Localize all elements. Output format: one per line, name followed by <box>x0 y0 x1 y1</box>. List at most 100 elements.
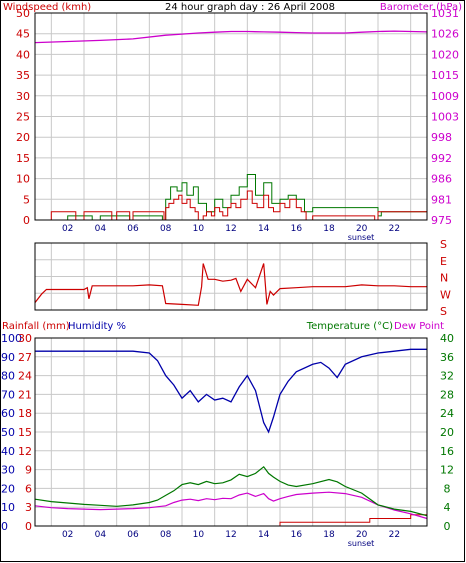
top-time-axis: 02 04 06 08 10 12 14 16 18 20 22 <box>62 224 400 234</box>
bottom-time-tick: 02 <box>62 530 73 540</box>
top-time-tick: 18 <box>323 224 335 234</box>
rainfall-tick: 18 <box>18 407 32 420</box>
temperature-tick: 4 <box>444 501 451 514</box>
rainfall-tick: 6 <box>25 482 32 495</box>
bottom-time-tick: 04 <box>95 530 107 540</box>
top-time-tick: 04 <box>95 224 107 234</box>
windspeed-label: Windspeed (kmh) <box>3 2 91 13</box>
barometer-tick: 1020 <box>431 48 459 61</box>
windspeed-tick: 0 <box>23 214 30 227</box>
rainfall-tick: 9 <box>25 464 32 477</box>
bottom-time-tick: 18 <box>323 530 335 540</box>
rainfall-tick: 3 <box>25 501 32 514</box>
bottom-time-tick: 10 <box>193 530 205 540</box>
bottom-time-tick: 12 <box>225 530 236 540</box>
bottom-time-tick: 20 <box>356 530 368 540</box>
direction-plot-frame <box>34 242 428 311</box>
barometer-axis: 1031 1026 1020 1015 1009 1003 998 992 986 981 975 <box>431 7 459 227</box>
top-time-tick: 10 <box>193 224 205 234</box>
barometer-tick: 1026 <box>431 28 459 41</box>
bottom-time-tick: 22 <box>389 530 400 540</box>
dewpoint-series <box>34 491 428 520</box>
temperature-tick: 32 <box>440 370 454 383</box>
humidity-series <box>35 348 427 434</box>
dewpoint-label: Dew Point <box>394 321 444 332</box>
direction-tick: W <box>440 288 451 301</box>
rainfall-tick: 15 <box>18 426 32 439</box>
humidity-tick: 70 <box>1 388 15 401</box>
windspeed-tick: 35 <box>16 69 30 82</box>
barometer-tick: 986 <box>431 173 452 186</box>
windspeed-tick: 20 <box>16 131 30 144</box>
bottom-plot-frame <box>34 337 428 527</box>
barometer-series <box>34 30 428 44</box>
direction-tick: E <box>440 255 447 268</box>
barometer-tick: 1003 <box>431 111 459 124</box>
top-time-tick: 14 <box>258 224 270 234</box>
barometer-tick: 981 <box>431 193 452 206</box>
barometer-tick: 1009 <box>431 90 459 103</box>
windspeed-series <box>35 190 428 221</box>
top-time-tick: 20 <box>356 224 368 234</box>
bottom-sunset-label: sunset <box>348 539 375 548</box>
rainfall-tick: 0 <box>25 520 32 533</box>
direction-tick: S <box>440 238 447 251</box>
bottom-panel: Rainfall (mm) Humidity % Temperature (°C… <box>1 321 454 548</box>
barometer-tick: 1015 <box>431 69 459 82</box>
bottom-time-tick: 14 <box>258 530 270 540</box>
top-sunset-label: sunset <box>348 233 375 242</box>
windspeed-tick: 30 <box>16 90 30 103</box>
humidity-tick: 0 <box>1 520 8 533</box>
temperature-tick: 20 <box>440 426 454 439</box>
rainfall-tick: 30 <box>18 332 32 345</box>
barometer-tick: 1031 <box>431 7 459 20</box>
temperature-tick: 16 <box>440 445 454 458</box>
humidity-tick: 30 <box>1 464 15 477</box>
temperature-tick: 28 <box>440 388 454 401</box>
windspeed-tick: 15 <box>16 152 30 165</box>
temperature-tick: 12 <box>440 464 454 477</box>
temperature-tick: 24 <box>440 407 454 420</box>
humidity-tick: 100 <box>1 332 22 345</box>
chart-title: 24 hour graph day : 26 April 2008 <box>165 2 335 13</box>
barometer-tick: 992 <box>431 152 452 165</box>
windspeed-tick: 45 <box>16 28 30 41</box>
temperature-tick: 8 <box>444 482 451 495</box>
rainfall-label: Rainfall (mm) <box>2 321 70 332</box>
bottom-time-tick: 16 <box>291 530 303 540</box>
top-plot-frame <box>34 12 428 221</box>
humidity-tick: 10 <box>1 501 15 514</box>
direction-series <box>34 263 427 306</box>
windspeed-tick: 40 <box>16 48 30 61</box>
rainfall-tick: 21 <box>18 388 32 401</box>
humidity-tick: 40 <box>1 445 15 458</box>
direction-tick: N <box>440 272 448 285</box>
bottom-time-tick: 06 <box>127 530 139 540</box>
humidity-label: Humidity % <box>68 321 126 332</box>
bottom-time-tick: 08 <box>160 530 172 540</box>
top-time-tick: 12 <box>225 224 236 234</box>
windspeed-tick: 5 <box>23 193 30 206</box>
temperature-series <box>34 465 428 517</box>
windspeed-tick: 50 <box>16 7 30 20</box>
top-time-tick: 08 <box>160 224 172 234</box>
humidity-tick: 50 <box>1 426 15 439</box>
windspeed-tick: 25 <box>16 111 30 124</box>
rainfall-tick: 27 <box>18 351 32 364</box>
top-series <box>34 30 428 221</box>
temperature-tick: 0 <box>444 520 451 533</box>
humidity-tick: 60 <box>1 407 15 420</box>
top-time-tick: 06 <box>127 224 139 234</box>
rainfall-tick: 12 <box>18 445 32 458</box>
top-panel: Windspeed (kmh) 24 hour graph day : 26 A… <box>3 2 462 242</box>
temperature-label: Temperature (°C) <box>306 321 393 332</box>
barometer-tick: 975 <box>431 214 452 227</box>
top-time-tick: 16 <box>291 224 303 234</box>
